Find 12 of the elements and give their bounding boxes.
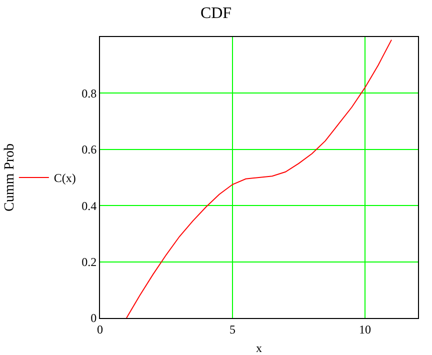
y-tick-label: 0 xyxy=(90,311,97,326)
y-axis-title: Cumm Prob xyxy=(2,143,18,212)
y-tick-label: 0.4 xyxy=(82,198,97,213)
y-tick-label: 0.8 xyxy=(82,86,97,100)
y-tick-label: 0.2 xyxy=(82,255,97,269)
y-tick-label: 0.6 xyxy=(82,142,97,157)
line-series xyxy=(126,39,392,318)
x-tick-label: 5 xyxy=(230,322,236,336)
x-tick-label: 10 xyxy=(359,322,371,336)
legend-label: C(x) xyxy=(54,171,76,186)
x-axis-title: x xyxy=(256,341,262,355)
chart-title: CDF xyxy=(200,5,232,22)
